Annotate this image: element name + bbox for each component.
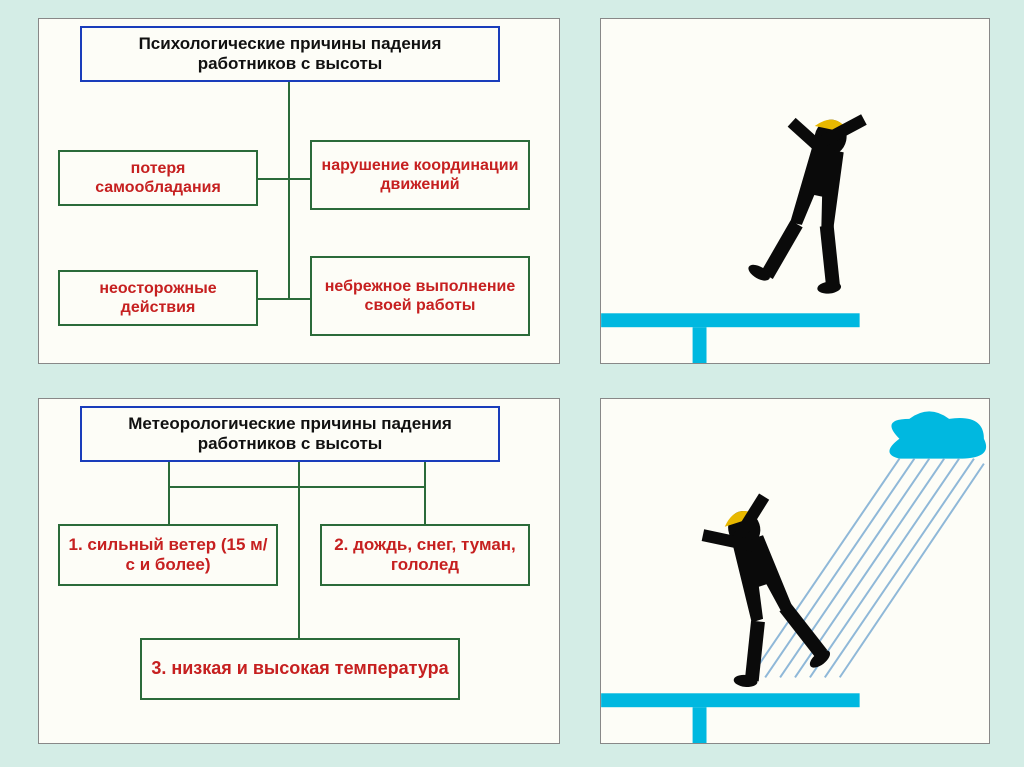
illustration-2 [600,398,990,744]
diagram1-node-0: потеря самообладания [58,150,258,206]
diagram1-title: Психологические причины падения работник… [80,26,500,82]
diagram1-node-3: небрежное выполнение своей работы [310,256,530,336]
diagram2-node-1: 2. дождь, снег, туман, гололед [320,524,530,586]
diagram1-line-0 [288,82,290,298]
diagram2-title: Метеорологические причины падения работн… [80,406,500,462]
falling-worker-rain-icon [601,399,989,743]
diagram2-line-2 [424,462,426,524]
illustration-1 [600,18,990,364]
diagram2-line-1 [298,462,300,638]
diagram1-node-2: неосторожные действия [58,270,258,326]
diagram1-node-1: нарушение координации движений [310,140,530,210]
diagram2-line-3 [168,486,426,488]
diagram2-node-2: 3. низкая и высокая температура [140,638,460,700]
diagram1-line-2 [258,298,310,300]
falling-worker-1-icon [601,19,989,363]
diagram2-line-0 [168,462,170,524]
diagram1-line-1 [258,178,310,180]
diagram2-node-0: 1. сильный ветер (15 м/с и более) [58,524,278,586]
